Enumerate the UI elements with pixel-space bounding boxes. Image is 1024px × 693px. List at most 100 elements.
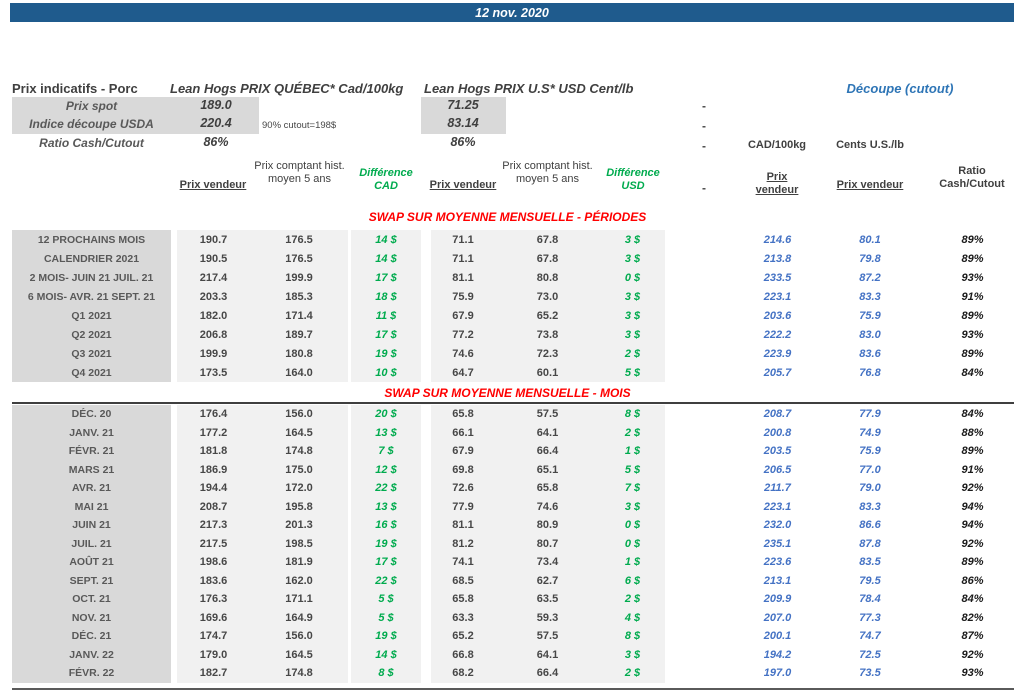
cell-prix-vendeur-usd: 68.5 — [431, 571, 495, 590]
cell-prix-vendeur-usd: 81.2 — [431, 534, 495, 553]
cell-prix-vendeur-cad: 203.3 — [177, 287, 250, 306]
gap — [421, 553, 431, 572]
cell-prix-vendeur-usd: 65.8 — [431, 590, 495, 609]
cell-cutout-cad: 200.1 — [763, 630, 792, 643]
cell-difference-cad: 17 $ — [351, 268, 421, 287]
col-header-prix-vendeur-usd: Prix vendeur — [429, 179, 497, 191]
gap — [915, 442, 925, 461]
cell-difference-cad: 17 $ — [351, 553, 421, 572]
mois-top-rule — [12, 402, 1014, 404]
cell-cutout-us: 74.7 — [859, 630, 881, 643]
cell-difference-usd: 3 $ — [600, 230, 665, 249]
gap — [915, 498, 925, 517]
cell-difference-usd: 3 $ — [600, 306, 665, 325]
cell-cutout-us: 83.5 — [859, 556, 881, 569]
cell-hist-cad: 181.9 — [250, 553, 348, 572]
cell-hist-cad: 185.3 — [250, 287, 348, 306]
col-header-difference-cad: Différence CAD — [359, 167, 413, 192]
gap — [815, 306, 825, 325]
table-row: SEPT. 21 183.6 162.0 22 $ 68.5 62.7 6 $ 213.1 79… — [12, 571, 1020, 591]
cell-prix-vendeur-usd: 65.8 — [431, 405, 495, 424]
cell-prix-vendeur-usd: 69.8 — [431, 460, 495, 479]
gap — [915, 590, 925, 609]
cell-difference-usd: 0 $ — [600, 516, 665, 535]
table-row: Q4 2021 173.5 164.0 10 $ 64.7 60.1 5 $ 205.7 76.… — [12, 363, 1020, 382]
gap — [421, 344, 431, 363]
cell-cutout-cad: 233.5 — [763, 271, 792, 284]
gap — [815, 230, 825, 249]
cell-hist-cad: 171.1 — [250, 590, 348, 609]
cell-difference-cad: 7 $ — [351, 442, 421, 461]
gap — [421, 627, 431, 646]
cell-hist-usd: 62.7 — [495, 571, 600, 590]
cell-prix-vendeur-cad: 190.5 — [177, 249, 250, 268]
row-label: Q2 2021 — [12, 325, 171, 344]
gap — [421, 405, 431, 424]
gap — [915, 479, 925, 498]
dash-header: - — [702, 181, 706, 195]
row-label: OCT. 21 — [12, 590, 171, 609]
gap — [421, 609, 431, 628]
table-row: 12 PROCHAINS MOIS 190.7 176.5 14 $ 71.1 67.8 3… — [12, 230, 1020, 249]
gap — [815, 572, 825, 591]
cell-prix-vendeur-usd: 67.9 — [431, 306, 495, 325]
table-row: JANV. 22 179.0 164.5 14 $ 66.8 64.1 3 $ 194.2 72… — [12, 645, 1020, 665]
cell-difference-usd: 6 $ — [600, 571, 665, 590]
cell-hist-cad: 164.9 — [250, 608, 348, 627]
cell-cutout-cad: 211.7 — [764, 482, 791, 495]
gap — [915, 461, 925, 480]
col-header-prix-vendeur-cad: Prix vendeur — [179, 179, 247, 191]
table-row: NOV. 21 169.6 164.9 5 $ 63.3 59.3 4 $ 207.0 77.3… — [12, 608, 1020, 628]
cell-difference-usd: 2 $ — [600, 590, 665, 609]
row-label: AOÛT 21 — [12, 553, 171, 572]
cell-cutout-cad: 213.8 — [763, 252, 792, 265]
cell-prix-vendeur-cad: 169.6 — [177, 608, 250, 627]
cell-hist-cad: 174.8 — [250, 442, 348, 461]
cell-hist-usd: 64.1 — [495, 645, 600, 664]
cell-prix-vendeur-usd: 74.6 — [431, 344, 495, 363]
gap — [421, 516, 431, 535]
cell-difference-cad: 19 $ — [351, 534, 421, 553]
cell-prix-vendeur-cad: 176.3 — [177, 590, 250, 609]
cell-prix-vendeur-usd: 71.1 — [431, 230, 495, 249]
cell-ratio: 84% — [961, 593, 984, 606]
gap — [915, 572, 925, 591]
gap — [421, 646, 431, 665]
row-label: CALENDRIER 2021 — [12, 249, 171, 268]
cell-ratio: 84% — [961, 408, 984, 421]
cell-hist-cad: 198.5 — [250, 534, 348, 553]
cell-cutout-cad: 205.7 — [763, 366, 792, 379]
cell-cutout-cad: 223.1 — [763, 290, 792, 303]
dash-column — [665, 325, 740, 344]
gap — [915, 535, 925, 554]
cell-difference-usd: 1 $ — [600, 553, 665, 572]
cell-difference-cad: 10 $ — [351, 363, 421, 382]
cell-cutout-cad: 197.0 — [763, 667, 792, 680]
cell-difference-usd: 0 $ — [600, 268, 665, 287]
gap — [915, 230, 925, 249]
cell-cutout-us: 79.8 — [859, 252, 881, 265]
gap — [815, 249, 825, 268]
cell-ratio: 94% — [961, 519, 984, 532]
table-row: OCT. 21 176.3 171.1 5 $ 65.8 63.5 2 $ 209.9 78.4… — [12, 590, 1020, 609]
gap — [421, 461, 431, 480]
cell-cutout-cad: 223.6 — [763, 556, 792, 569]
gap — [815, 287, 825, 306]
cell-hist-usd: 60.1 — [495, 363, 600, 382]
row-label: AVR. 21 — [12, 479, 171, 498]
row-label: MAI 21 — [12, 497, 171, 516]
ratio-row-label: Ratio Cash/Cutout — [39, 136, 144, 150]
ratio-us-value: 86% — [450, 135, 476, 149]
cell-cutout-us: 76.8 — [859, 366, 881, 379]
spot-row-label: Prix spot — [65, 99, 118, 113]
cell-hist-usd: 65.1 — [495, 460, 600, 479]
cell-cutout-us: 83.0 — [859, 328, 881, 341]
cell-prix-vendeur-cad: 174.7 — [177, 627, 250, 646]
row-label: FÉVR. 21 — [12, 442, 171, 461]
col-header-ratio: Ratio Cash/Cutout — [939, 165, 1005, 190]
dash-column — [665, 590, 740, 609]
cell-prix-vendeur-usd: 65.2 — [431, 627, 495, 646]
gap — [915, 287, 925, 306]
gap — [421, 287, 431, 306]
